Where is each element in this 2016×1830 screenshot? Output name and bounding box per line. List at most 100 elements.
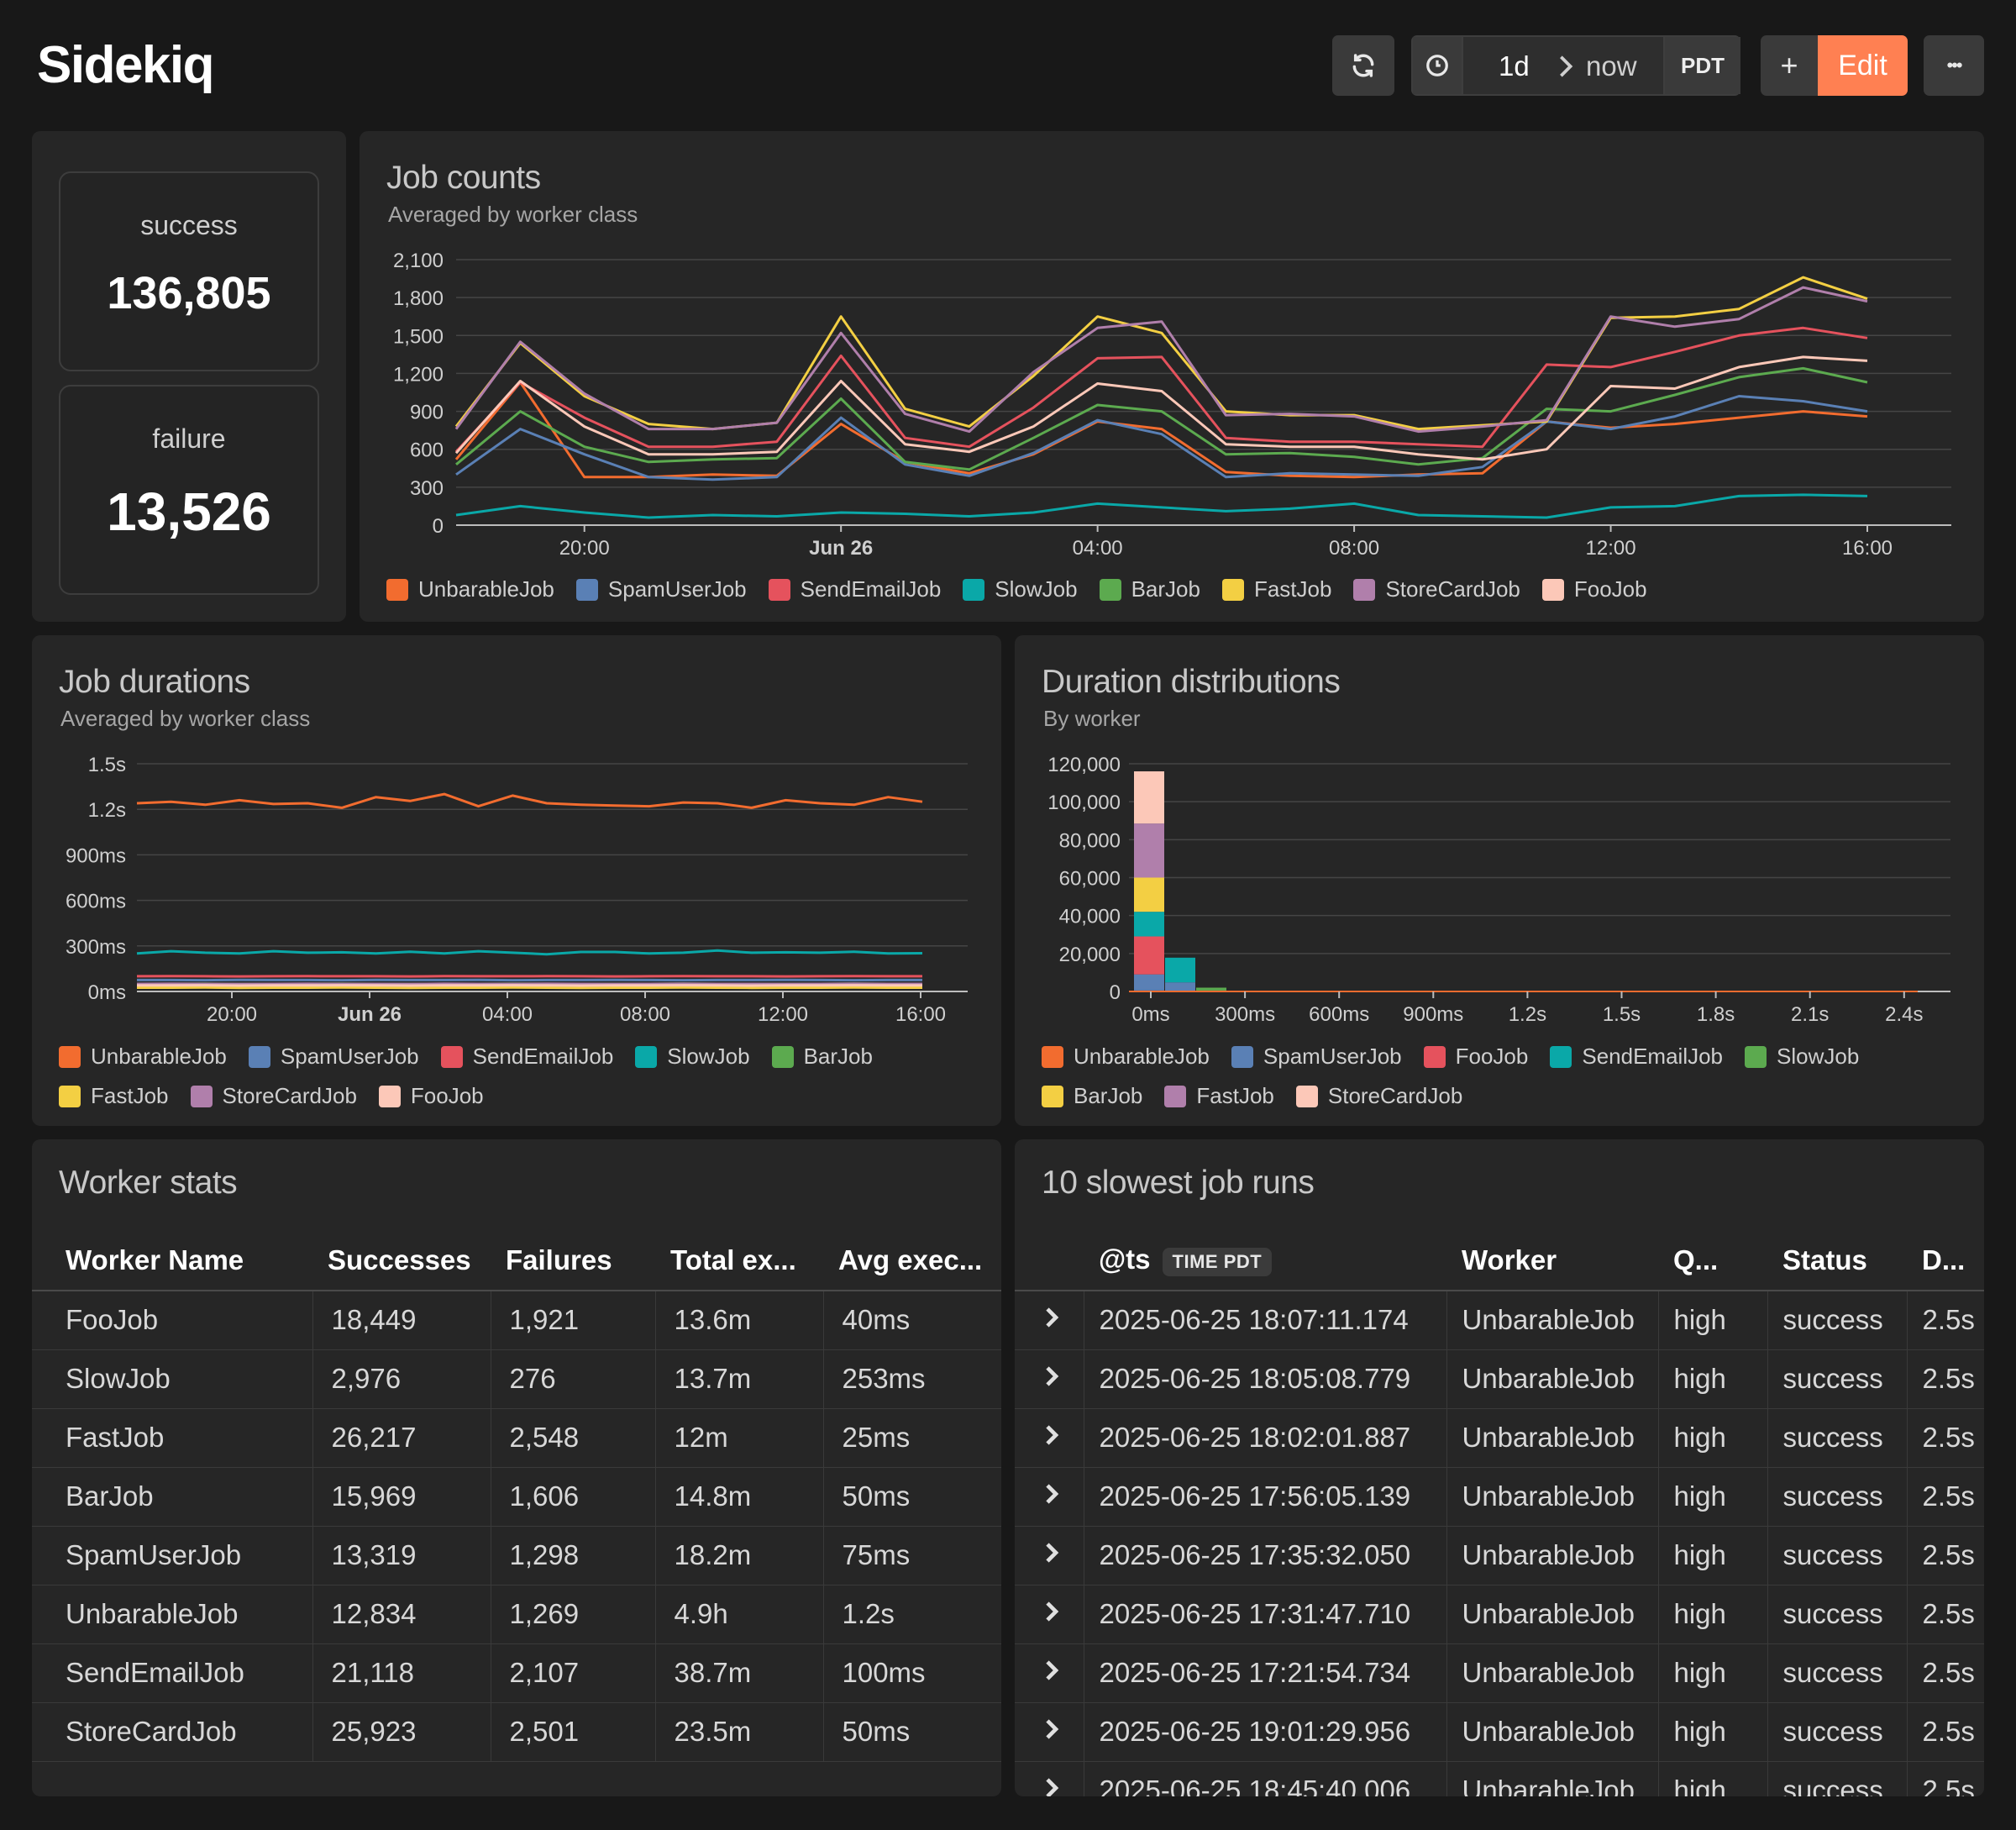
legend-swatch	[1164, 1085, 1187, 1107]
table-row[interactable]: StoreCardJob 25,923 2,501 23.5m 50ms	[32, 1702, 1001, 1762]
legend-item-spamuserjob[interactable]: SpamUserJob	[575, 576, 747, 602]
column-header-successes[interactable]: Successes	[312, 1230, 491, 1291]
x-tick-label: 12:00	[758, 1003, 808, 1026]
panel-title: Worker stats	[59, 1165, 238, 1201]
column-header-worker[interactable]: Worker	[1446, 1230, 1658, 1291]
legend-item-barjob[interactable]: BarJob	[1099, 576, 1200, 602]
legend-swatch	[771, 1045, 794, 1068]
expand-row-button[interactable]	[1015, 1526, 1084, 1585]
legend-item-slowjob[interactable]: SlowJob	[963, 576, 1078, 602]
legend-item-barjob[interactable]: BarJob	[771, 1044, 873, 1070]
table-row[interactable]: FooJob 18,449 1,921 13.6m 40ms	[32, 1291, 1001, 1350]
table-row[interactable]: 2025-06-25 18:02:01.887 UnbarableJob high s…	[1015, 1408, 1984, 1468]
success-value: 136,805	[107, 268, 271, 318]
table-row[interactable]: FastJob 26,217 2,548 12m 25ms	[32, 1408, 1001, 1468]
legend-label: SendEmailJob	[800, 576, 942, 602]
cell-total-ex: 13.7m	[655, 1349, 824, 1409]
bar-segment-spamuserjob	[1134, 974, 1164, 991]
add-button[interactable]: +	[1761, 35, 1818, 96]
x-tick-label: 12:00	[1586, 537, 1636, 560]
refresh-icon	[1352, 54, 1374, 77]
column-header-d[interactable]: D...	[1907, 1230, 1984, 1291]
expand-row-button[interactable]	[1015, 1349, 1084, 1409]
legend-item-foojob[interactable]: FooJob	[1423, 1044, 1528, 1070]
expand-row-button[interactable]	[1015, 1643, 1084, 1703]
column-header-avg-exec[interactable]: Avg exec...	[823, 1230, 1001, 1291]
legend-item-fastjob[interactable]: FastJob	[1164, 1083, 1274, 1109]
series-line-unbarablejob	[454, 381, 1868, 479]
cell-ts: 2025-06-25 17:21:54.734	[1084, 1643, 1447, 1703]
table-row[interactable]: BarJob 15,969 1,606 14.8m 50ms	[32, 1467, 1001, 1527]
bar-segment-spamuserjob	[1165, 982, 1195, 991]
table-row[interactable]: 2025-06-25 17:56:05.139 UnbarableJob high s…	[1015, 1467, 1984, 1527]
refresh-button[interactable]	[1332, 35, 1394, 96]
panel-title: 10 slowest job runs	[1042, 1165, 1315, 1201]
legend-item-spamuserjob[interactable]: SpamUserJob	[248, 1044, 419, 1070]
column-header-ts[interactable]: @ts TIME PDT	[1084, 1230, 1446, 1291]
column-header-worker-name[interactable]: Worker Name	[32, 1230, 312, 1291]
legend-item-slowjob[interactable]: SlowJob	[1745, 1044, 1859, 1070]
y-tick-label: 300	[410, 477, 444, 500]
legend-item-spamuserjob[interactable]: SpamUserJob	[1231, 1044, 1402, 1070]
table-row[interactable]: SlowJob 2,976 276 13.7m 253ms	[32, 1349, 1001, 1409]
legend-item-sendemailjob[interactable]: SendEmailJob	[440, 1044, 613, 1070]
more-options-button[interactable]: •••	[1924, 35, 1984, 96]
expand-row-button[interactable]	[1015, 1291, 1084, 1350]
cell-d: 2.5s	[1907, 1408, 1984, 1468]
table-row[interactable]: 2025-06-25 17:21:54.734 UnbarableJob high s…	[1015, 1643, 1984, 1703]
y-tick-label: 1.2s	[88, 799, 126, 822]
legend-swatch	[248, 1045, 270, 1068]
legend-item-foojob[interactable]: FooJob	[378, 1083, 484, 1109]
range-value[interactable]: 1d	[1499, 50, 1530, 82]
cell-d: 2.5s	[1907, 1643, 1984, 1703]
panel-subtitle: By worker	[1043, 706, 1141, 731]
legend-swatch	[575, 578, 598, 601]
table-row[interactable]: 2025-06-25 19:01:29.956 UnbarableJob high s…	[1015, 1702, 1984, 1762]
legend-item-unbarablejob[interactable]: UnbarableJob	[1042, 1044, 1210, 1070]
series-line-spamuserjob	[455, 395, 1868, 481]
table-row[interactable]: 2025-06-25 17:31:47.710 UnbarableJob high s…	[1015, 1585, 1984, 1644]
column-header-failures[interactable]: Failures	[491, 1230, 655, 1291]
table-row[interactable]: 2025-06-25 18:45:40.006 UnbarableJob high s…	[1015, 1761, 1984, 1796]
table-row[interactable]: 2025-06-25 18:07:11.174 UnbarableJob high s…	[1015, 1291, 1984, 1350]
y-tick-label: 2,100	[393, 250, 444, 272]
legend-label: FooJob	[1573, 576, 1647, 602]
timezone-button[interactable]: PDT	[1663, 37, 1740, 94]
table-row[interactable]: UnbarableJob 12,834 1,269 4.9h 1.2s	[32, 1585, 1001, 1644]
cell-failures: 2,501	[491, 1702, 656, 1762]
legend-label: UnbarableJob	[91, 1044, 227, 1069]
expand-row-button[interactable]	[1015, 1585, 1084, 1644]
table-row[interactable]: 2025-06-25 18:05:08.779 UnbarableJob high s…	[1015, 1349, 1984, 1409]
column-header-status[interactable]: Status	[1767, 1230, 1907, 1291]
table-row[interactable]: SendEmailJob 21,118 2,107 38.7m 100ms	[32, 1643, 1001, 1703]
column-header-q[interactable]: Q...	[1658, 1230, 1767, 1291]
legend-item-storecardjob[interactable]: StoreCardJob	[1353, 576, 1520, 602]
legend-item-sendemailjob[interactable]: SendEmailJob	[1550, 1044, 1723, 1070]
legend-item-barjob[interactable]: BarJob	[1042, 1083, 1142, 1109]
legend-label: BarJob	[803, 1044, 873, 1069]
legend-item-sendemailjob[interactable]: SendEmailJob	[768, 576, 942, 602]
legend-swatch	[440, 1045, 463, 1068]
expand-row-button[interactable]	[1015, 1702, 1084, 1762]
time-range-picker[interactable]: 1d now PDT	[1411, 35, 1740, 96]
legend-item-slowjob[interactable]: SlowJob	[635, 1044, 750, 1070]
range-end[interactable]: now	[1586, 50, 1637, 82]
expand-row-button[interactable]	[1015, 1761, 1084, 1796]
legend-item-fastjob[interactable]: FastJob	[1221, 576, 1331, 602]
legend-item-foojob[interactable]: FooJob	[1541, 576, 1647, 602]
expand-row-button[interactable]	[1015, 1408, 1084, 1468]
expand-row-button[interactable]	[1015, 1467, 1084, 1527]
legend-item-unbarablejob[interactable]: UnbarableJob	[386, 576, 554, 602]
legend-item-unbarablejob[interactable]: UnbarableJob	[59, 1044, 227, 1070]
legend-label: SendEmailJob	[1582, 1044, 1724, 1069]
legend-item-storecardjob[interactable]: StoreCardJob	[190, 1083, 357, 1109]
x-tick-label: 1.5s	[1603, 1003, 1641, 1026]
table-row[interactable]: 2025-06-25 17:35:32.050 UnbarableJob high s…	[1015, 1526, 1984, 1585]
legend-item-fastjob[interactable]: FastJob	[59, 1083, 169, 1109]
table-row[interactable]: SpamUserJob 13,319 1,298 18.2m 75ms	[32, 1526, 1001, 1585]
edit-button[interactable]: Edit	[1818, 35, 1908, 96]
column-header-total-ex[interactable]: Total ex...	[655, 1230, 823, 1291]
chevron-right-icon	[1046, 1543, 1059, 1563]
legend-item-storecardjob[interactable]: StoreCardJob	[1295, 1083, 1462, 1109]
failure-stat: failure 13,526	[59, 385, 319, 595]
